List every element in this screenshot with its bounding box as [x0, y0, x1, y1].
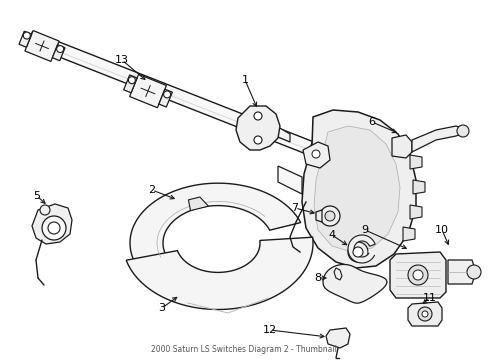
Polygon shape [123, 75, 137, 93]
Text: 12: 12 [263, 325, 277, 335]
Polygon shape [389, 252, 445, 298]
Text: 9: 9 [361, 225, 368, 235]
Polygon shape [52, 45, 65, 61]
Circle shape [57, 45, 63, 53]
Circle shape [352, 247, 362, 257]
Circle shape [163, 91, 170, 98]
Polygon shape [347, 235, 374, 263]
Circle shape [23, 32, 30, 39]
Polygon shape [19, 31, 32, 47]
Polygon shape [129, 74, 166, 108]
Circle shape [42, 216, 66, 240]
Polygon shape [265, 120, 289, 142]
Polygon shape [391, 135, 411, 158]
Polygon shape [325, 328, 349, 348]
Text: 5: 5 [34, 191, 41, 201]
Polygon shape [278, 166, 302, 194]
Circle shape [253, 112, 262, 120]
Polygon shape [409, 155, 421, 169]
Text: 10: 10 [434, 225, 448, 235]
Circle shape [253, 136, 262, 144]
Polygon shape [407, 302, 441, 326]
Circle shape [325, 211, 334, 221]
Circle shape [128, 77, 135, 84]
Polygon shape [411, 126, 461, 152]
Polygon shape [412, 180, 424, 194]
Text: 4: 4 [328, 230, 335, 240]
Circle shape [48, 222, 60, 234]
Text: 7: 7 [291, 203, 298, 213]
Polygon shape [313, 126, 399, 252]
Polygon shape [303, 142, 329, 168]
Polygon shape [302, 110, 415, 268]
Text: 13: 13 [115, 55, 129, 65]
Circle shape [407, 265, 427, 285]
Circle shape [311, 150, 319, 158]
Text: 2000 Saturn LS Switches Diagram 2 - Thumbnail: 2000 Saturn LS Switches Diagram 2 - Thum… [151, 345, 336, 354]
Circle shape [319, 206, 339, 226]
Polygon shape [126, 237, 312, 310]
Circle shape [417, 307, 431, 321]
Text: 11: 11 [422, 293, 436, 303]
Circle shape [421, 311, 427, 317]
Circle shape [456, 125, 468, 137]
Polygon shape [25, 31, 59, 62]
Circle shape [466, 265, 480, 279]
Polygon shape [447, 260, 473, 284]
Polygon shape [27, 31, 312, 154]
Polygon shape [32, 204, 72, 244]
Polygon shape [236, 106, 280, 150]
Polygon shape [323, 265, 386, 303]
Circle shape [40, 205, 50, 215]
Polygon shape [188, 197, 208, 211]
Text: 3: 3 [158, 303, 165, 313]
Text: 6: 6 [368, 117, 375, 127]
Polygon shape [159, 89, 172, 107]
Circle shape [347, 242, 367, 262]
Polygon shape [315, 210, 321, 222]
Polygon shape [409, 205, 421, 219]
Text: 2: 2 [148, 185, 155, 195]
Text: 8: 8 [314, 273, 321, 283]
Text: 1: 1 [241, 75, 248, 85]
Polygon shape [333, 268, 341, 280]
Polygon shape [130, 183, 300, 282]
Polygon shape [402, 227, 414, 241]
Circle shape [412, 270, 422, 280]
